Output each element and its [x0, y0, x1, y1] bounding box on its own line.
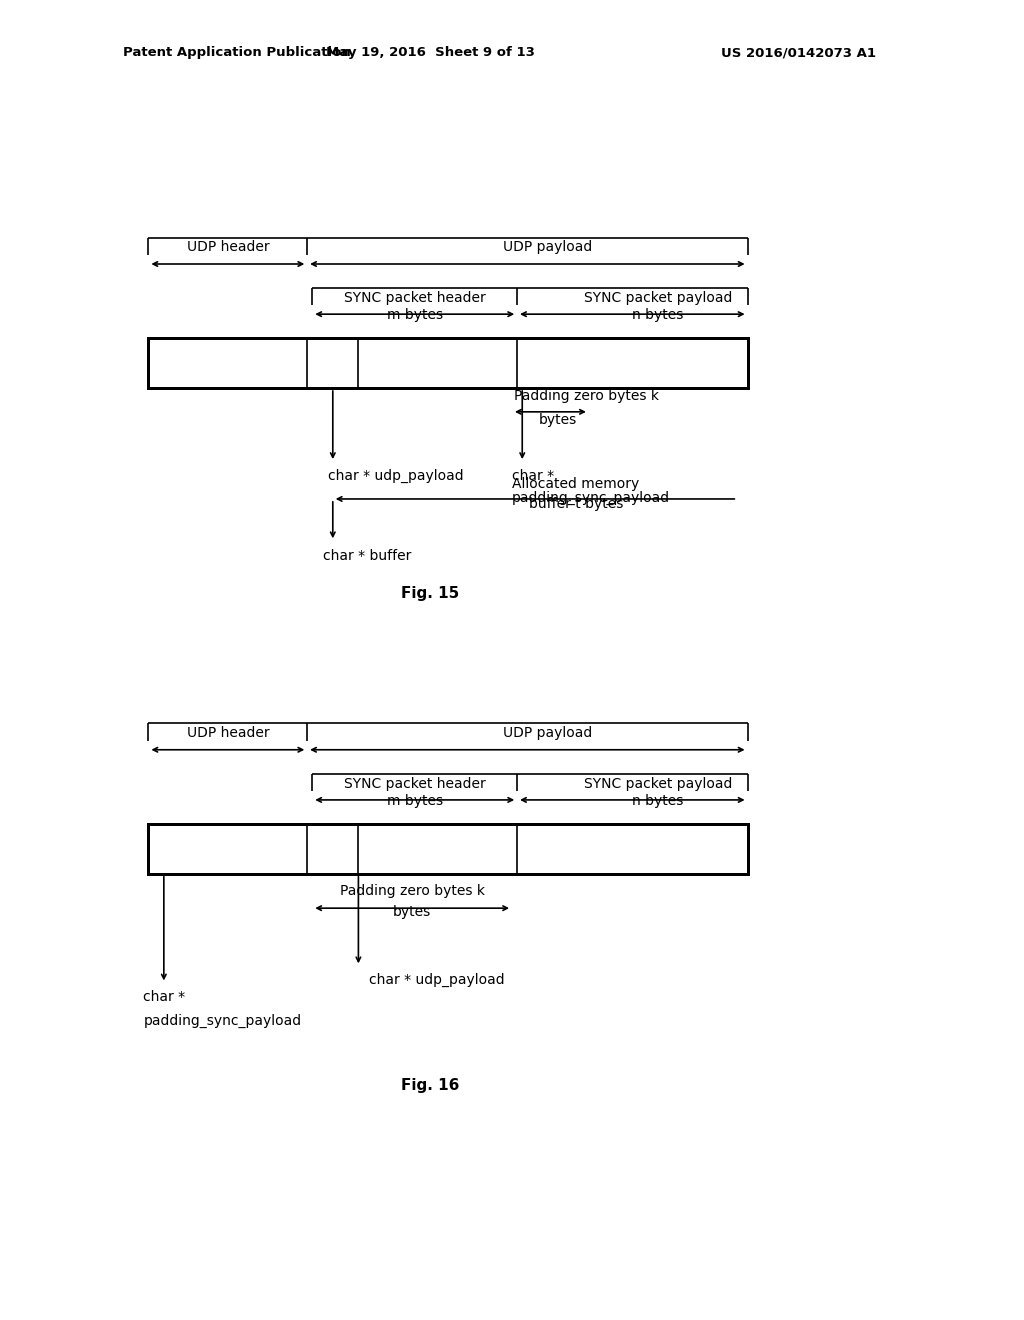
Text: UDP payload: UDP payload: [503, 240, 593, 253]
Text: UDP payload: UDP payload: [503, 726, 593, 739]
Text: buffer t bytes: buffer t bytes: [528, 498, 624, 511]
Text: Fig. 15: Fig. 15: [401, 586, 459, 602]
Text: bytes: bytes: [539, 413, 578, 426]
Text: Allocated memory: Allocated memory: [512, 478, 640, 491]
Text: m bytes: m bytes: [387, 795, 442, 808]
Text: US 2016/0142073 A1: US 2016/0142073 A1: [721, 46, 877, 59]
Text: n bytes: n bytes: [632, 309, 684, 322]
Text: padding_sync_payload: padding_sync_payload: [512, 491, 670, 506]
Text: Patent Application Publication: Patent Application Publication: [123, 46, 350, 59]
Text: UDP header: UDP header: [186, 240, 269, 253]
Text: char *: char *: [512, 469, 554, 483]
Bar: [148, 338, 748, 388]
Text: padding_sync_payload: padding_sync_payload: [143, 1014, 301, 1028]
Text: char * udp_payload: char * udp_payload: [369, 973, 504, 987]
Text: SYNC packet header: SYNC packet header: [344, 777, 485, 791]
Bar: [148, 824, 748, 874]
Text: May 19, 2016  Sheet 9 of 13: May 19, 2016 Sheet 9 of 13: [326, 46, 535, 59]
Text: char *: char *: [143, 990, 185, 1005]
Text: char * udp_payload: char * udp_payload: [328, 469, 463, 483]
Text: SYNC packet payload: SYNC packet payload: [584, 292, 732, 305]
Text: bytes: bytes: [393, 906, 431, 919]
Text: Padding zero bytes k: Padding zero bytes k: [340, 884, 484, 898]
Text: SYNC packet payload: SYNC packet payload: [584, 777, 732, 791]
Text: char * buffer: char * buffer: [323, 549, 411, 564]
Text: SYNC packet header: SYNC packet header: [344, 292, 485, 305]
Text: m bytes: m bytes: [387, 309, 442, 322]
Text: Padding zero bytes k: Padding zero bytes k: [514, 389, 659, 403]
Text: UDP header: UDP header: [186, 726, 269, 739]
Text: n bytes: n bytes: [632, 795, 684, 808]
Text: Fig. 16: Fig. 16: [400, 1077, 460, 1093]
